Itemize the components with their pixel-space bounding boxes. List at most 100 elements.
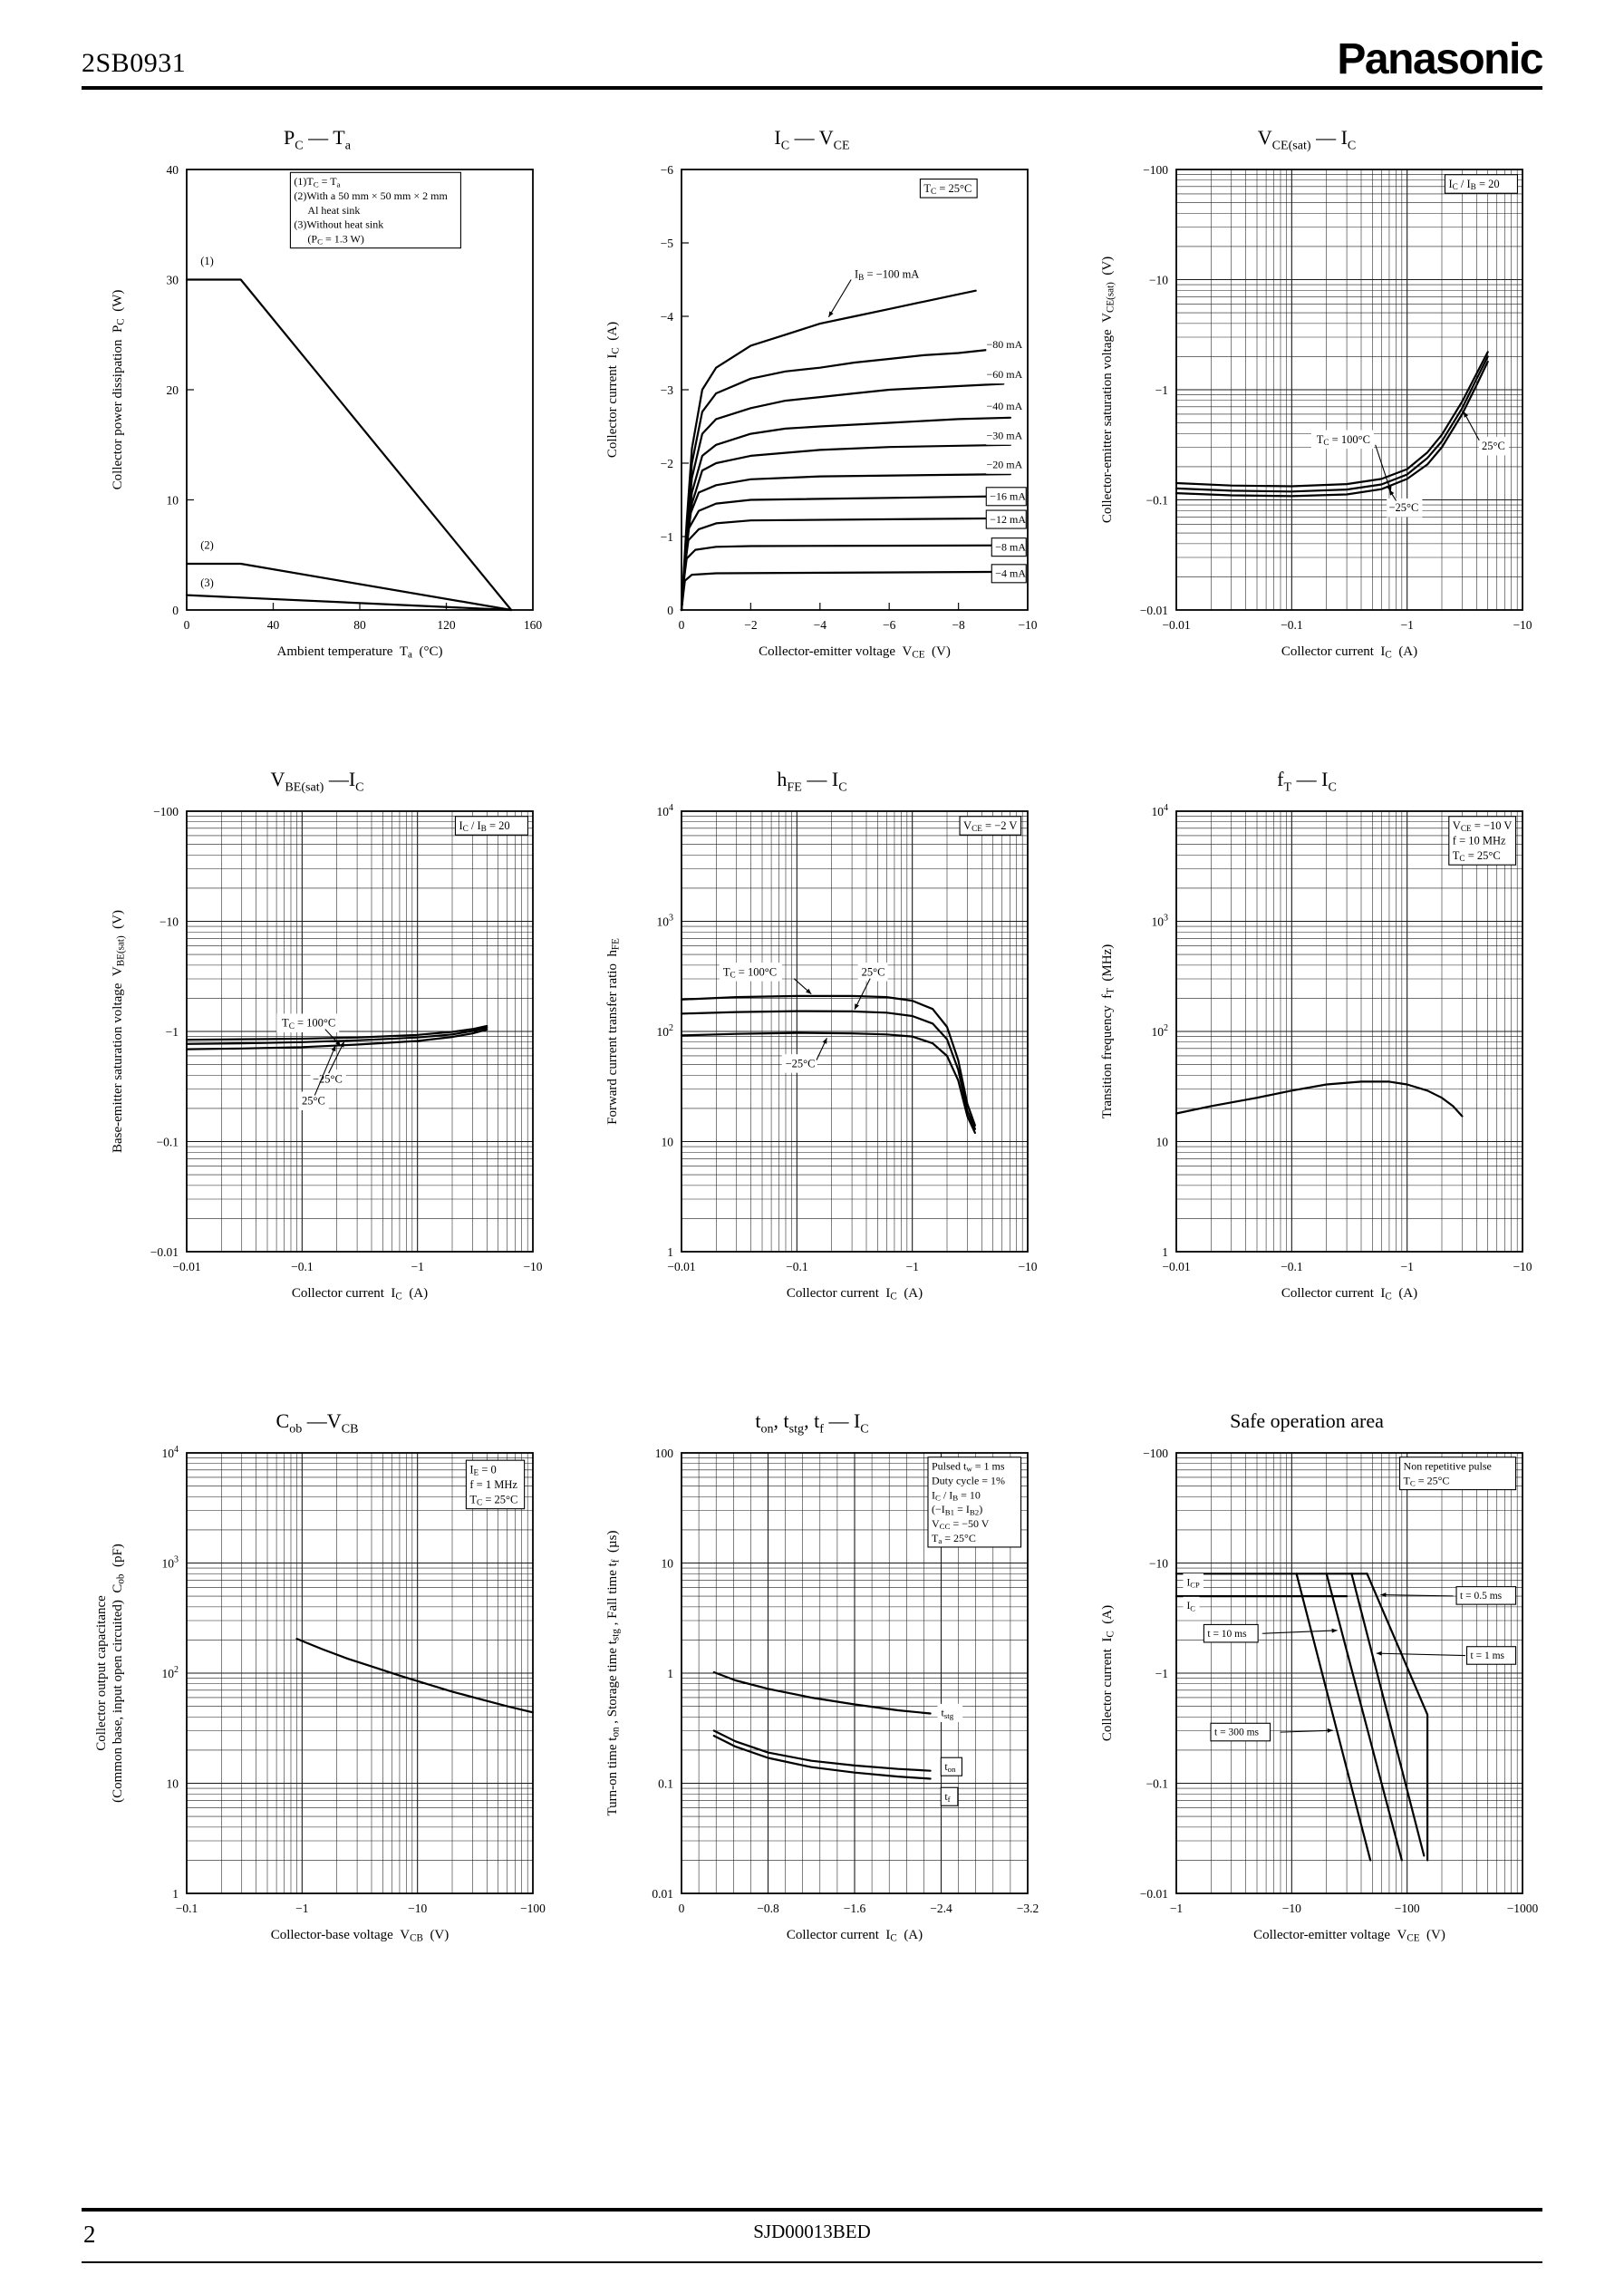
svg-text:1: 1 [172, 1887, 179, 1901]
chart-canvas-soa: Non repetitive pulse TC = 25°C ICP IC t = 0.… [1100, 1447, 1539, 1944]
svg-text:−0.01: −0.01 [1162, 618, 1190, 632]
svg-text:(2)With a 50 mm × 50 mm × 2 mm: (2)With a 50 mm × 50 mm × 2 mm [294, 189, 448, 202]
chart-canvas-hfe-ic: VCE = −2 V TC = 100°C 25°C −25°C −0.01 −0.1 −1… [605, 803, 1038, 1302]
svg-text:Non repetitive pulse: Non repetitive pulse [1404, 1460, 1492, 1473]
svg-text:TC = 100°C: TC = 100°C [1317, 433, 1370, 448]
svg-text:−1: −1 [166, 1025, 179, 1039]
svg-text:tf: tf [944, 1790, 950, 1804]
svg-text:−40 mA: −40 mA [986, 400, 1022, 412]
chart-ic-vce: IC — VCE TC = 25°C IB = −100 mA −80 mA −60 m… [576, 126, 1048, 668]
svg-text:t = 1 ms: t = 1 ms [1471, 1650, 1505, 1661]
svg-text:30: 30 [167, 273, 179, 286]
svg-text:Base-emitter saturation voltag: Base-emitter saturation voltage VBE(sat)… [111, 910, 127, 1153]
svg-text:−25°C: −25°C [786, 1058, 816, 1070]
svg-text:−0.01: −0.01 [667, 1260, 695, 1273]
svg-text:−10: −10 [160, 915, 179, 928]
svg-text:10: 10 [167, 493, 179, 507]
svg-text:Turn-on time ton , Storage tim: Turn-on time ton , Storage time tstg , F… [605, 1531, 622, 1816]
svg-text:25°C: 25°C [1482, 440, 1505, 452]
svg-text:−20 mA: −20 mA [986, 459, 1022, 471]
chart-canvas-pc-ta: (1)TC = Ta(2)With a 50 mm × 50 mm × 2 mm… [111, 163, 542, 661]
brand-logo: Panasonic [1337, 35, 1543, 83]
svg-text:40: 40 [267, 618, 280, 632]
svg-text:−0.01: −0.01 [1140, 604, 1168, 617]
svg-text:104: 104 [162, 1445, 179, 1460]
svg-text:(1): (1) [200, 255, 214, 267]
chart-title-cob-vcb: Cob —VCB [276, 1409, 359, 1437]
svg-text:Collector current IC (A): Collector current IC (A) [1100, 1605, 1116, 1741]
chart-pc-ta: PC — Ta (1)TC = Ta (2)With a 50 mm × 50 mm… [82, 126, 553, 668]
svg-text:Collector current IC (A): Collector current IC (A) [1281, 644, 1417, 661]
svg-text:−1: −1 [1155, 383, 1168, 397]
page-footer: 2 SJD00013BED [82, 2208, 1542, 2263]
charts-grid: PC — Ta (1)TC = Ta (2)With a 50 mm × 50 mm… [82, 126, 1542, 1951]
svg-text:−5: −5 [661, 237, 674, 250]
part-number: 2SB0931 [82, 48, 187, 79]
svg-text:−0.1: −0.1 [1281, 618, 1303, 632]
svg-text:20: 20 [167, 383, 179, 397]
svg-text:−10: −10 [1018, 618, 1037, 632]
svg-text:−80 mA: −80 mA [986, 338, 1022, 351]
svg-text:0.1: 0.1 [658, 1776, 673, 1790]
chart-title-vbesat-ic: VBE(sat) —IC [270, 768, 364, 795]
chart-canvas-ic-vce: TC = 25°C IB = −100 mA −80 mA −60 mA −40 mA −… [605, 163, 1038, 661]
svg-text:10: 10 [662, 1135, 674, 1148]
svg-text:−8: −8 [952, 618, 965, 632]
svg-text:−100: −100 [153, 805, 179, 818]
svg-text:0.01: 0.01 [652, 1887, 673, 1901]
svg-text:−30 mA: −30 mA [986, 430, 1022, 442]
chart-canvas-vcesat-ic: IC / IB = 20 TC = 100°C 25°C −25°C −0.01 −0.1… [1100, 163, 1532, 661]
svg-text:−3: −3 [661, 383, 674, 397]
svg-text:−4 mA: −4 mA [995, 567, 1026, 580]
svg-text:40: 40 [167, 163, 179, 177]
svg-text:−10: −10 [1513, 1260, 1532, 1273]
svg-text:−100: −100 [520, 1902, 546, 1915]
svg-text:−0.1: −0.1 [157, 1135, 179, 1148]
chart-canvas-cob-vcb: IE = 0f = 1 MHz TC = 25°C −0.1 −1 −10 −100 1 10… [94, 1445, 546, 1944]
svg-text:IC / IB = 10: IC / IB = 10 [932, 1488, 981, 1502]
svg-text:Collector-base voltage VCB (: Collector-base voltage VCB (V) [271, 1928, 450, 1944]
svg-text:103: 103 [1152, 914, 1169, 929]
chart-times-ic: ton, tstg, tf — IC Pulsed tw = 1 ms Duty c… [576, 1409, 1048, 1951]
svg-text:(1)TC = Ta: (1)TC = Ta [294, 175, 340, 189]
svg-text:−1: −1 [1400, 1260, 1413, 1273]
svg-text:−1: −1 [661, 530, 673, 544]
svg-text:−0.01: −0.01 [150, 1245, 179, 1259]
chart-title-ic-vce: IC — VCE [774, 126, 850, 153]
svg-text:102: 102 [162, 1665, 179, 1680]
svg-text:−1: −1 [1170, 1902, 1183, 1915]
svg-text:−8 mA: −8 mA [995, 541, 1026, 554]
svg-text:tstg: tstg [942, 1707, 954, 1720]
chart-soa: Safe operation area Non repetitive pulse T… [1071, 1409, 1542, 1951]
svg-text:−6: −6 [883, 618, 896, 632]
svg-text:−100: −100 [1143, 163, 1168, 177]
svg-text:−4: −4 [661, 310, 674, 324]
svg-text:−10: −10 [523, 1260, 542, 1273]
svg-text:102: 102 [657, 1023, 674, 1039]
chart-title-soa: Safe operation area [1230, 1409, 1384, 1433]
svg-text:104: 104 [657, 803, 674, 818]
svg-text:f = 1 MHz: f = 1 MHz [469, 1478, 517, 1491]
svg-text:25°C: 25°C [862, 966, 885, 979]
svg-text:0: 0 [184, 618, 190, 632]
svg-text:−25°C: −25°C [1389, 501, 1419, 514]
svg-text:Collector power dissipation P: Collector power dissipation PC (W) [111, 290, 127, 490]
svg-text:−100: −100 [1143, 1447, 1168, 1460]
svg-text:−10: −10 [1018, 1260, 1037, 1273]
svg-text:−10: −10 [1282, 1902, 1301, 1915]
svg-text:t = 0.5 ms: t = 0.5 ms [1460, 1591, 1503, 1602]
svg-text:IE = 0: IE = 0 [469, 1464, 496, 1478]
svg-text:−25°C: −25°C [313, 1073, 343, 1086]
svg-text:−0.01: −0.01 [1140, 1887, 1168, 1901]
footer-row: 2 SJD00013BED [82, 2208, 1542, 2254]
svg-text:−1: −1 [1155, 1667, 1168, 1680]
svg-text:−2.4: −2.4 [930, 1902, 952, 1915]
svg-text:−10: −10 [1149, 1556, 1168, 1570]
svg-text:TC = 25°C: TC = 25°C [923, 182, 972, 197]
svg-text:Pulsed tw = 1 ms: Pulsed tw = 1 ms [932, 1460, 1005, 1474]
svg-text:−0.1: −0.1 [1146, 493, 1169, 507]
chart-canvas-ft-ic: VCE = −10 Vf = 10 MHz TC = 25°C −0.01 −0.1 −… [1100, 803, 1532, 1302]
svg-text:Ambient temperature Ta (°C): Ambient temperature Ta (°C) [277, 644, 443, 661]
